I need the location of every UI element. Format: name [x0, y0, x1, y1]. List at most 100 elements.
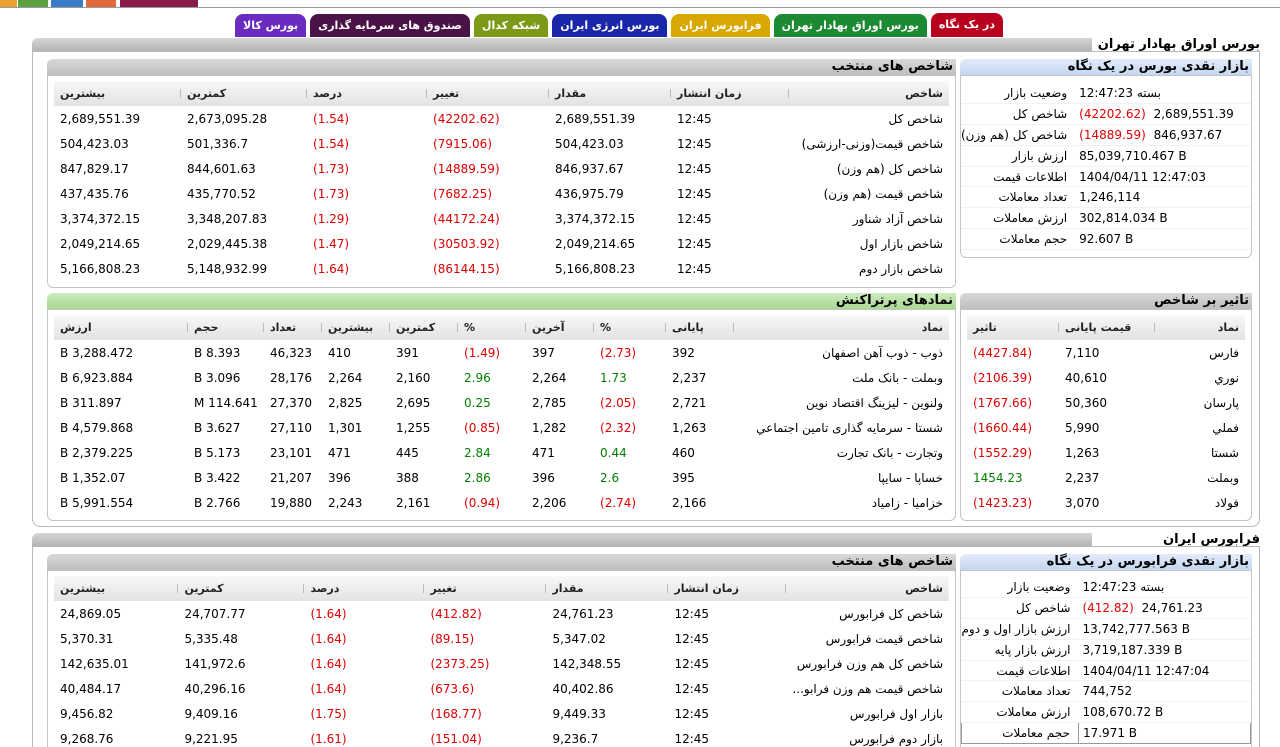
- column-header[interactable]: %: [458, 315, 526, 340]
- index-name[interactable]: شاخص کل هم وزن فرابورس: [796, 656, 943, 671]
- table-row[interactable]: ولنوین - لیزینگ اقتصاد نوین 2,721 (2.05) 2,…: [54, 390, 949, 415]
- last-percent: 2.84: [464, 445, 491, 460]
- tab-kala[interactable]: بورس کالا: [235, 14, 307, 37]
- index-name[interactable]: شاخص قیمت (هم وزن): [823, 186, 943, 201]
- table-row[interactable]: شستا - سرمایه گذاری تامین اجتماعي 1,263 (2…: [54, 415, 949, 440]
- column-header[interactable]: درصد: [307, 81, 427, 106]
- index-name[interactable]: بازار اول فرابورس: [849, 706, 943, 721]
- symbol[interactable]: وبملت: [1207, 470, 1239, 485]
- table-row[interactable]: بازار اول فرابورس 12:45 9,449.33 (168.77) (1…: [54, 701, 949, 726]
- column-header[interactable]: تغییر: [427, 81, 549, 106]
- symbol[interactable]: نوري: [1214, 370, 1239, 385]
- table-row[interactable]: شاخص کل 12:45 2,689,551.39 (42202.62) (1.54)…: [54, 106, 949, 131]
- table-row[interactable]: پارسان 50,360 (1767.66): [967, 390, 1245, 415]
- column-header[interactable]: حجم: [188, 315, 264, 340]
- app-icon[interactable]: [18, 0, 48, 7]
- column-header[interactable]: درصد: [304, 576, 425, 601]
- app-icon[interactable]: [51, 0, 83, 7]
- tab-shekadal[interactable]: شبکه کدال: [473, 14, 549, 37]
- column-header[interactable]: زمان انتشار: [668, 576, 787, 601]
- app-icon[interactable]: [0, 0, 17, 7]
- index-name[interactable]: شاخص بازار اول: [859, 236, 943, 251]
- column-header[interactable]: زمان انتشار: [671, 81, 789, 106]
- table-row[interactable]: وتجارت - بانک تجارت 460 0.44 471 2.84 445 471 2…: [54, 440, 949, 465]
- index-name[interactable]: شاخص كل فرابورس: [839, 606, 943, 621]
- index-name[interactable]: شاخص بازار دوم: [859, 261, 943, 276]
- column-header[interactable]: تعداد: [264, 315, 322, 340]
- index-name[interactable]: شاخص قیمت(وزنی-ارزشی): [801, 136, 943, 151]
- symbol-name[interactable]: ولنوین - لیزینگ اقتصاد نوین: [805, 395, 943, 410]
- column-header[interactable]: نماد: [921, 321, 943, 334]
- column-header[interactable]: تغییر: [424, 576, 547, 601]
- app-icon[interactable]: [86, 0, 116, 7]
- column-header[interactable]: %: [594, 315, 666, 340]
- column-header[interactable]: مقدار: [546, 576, 669, 601]
- column-header[interactable]: پایانی: [666, 315, 734, 340]
- symbol-name[interactable]: وبملت - بانک ملت: [852, 370, 943, 385]
- table-row[interactable]: شاخص بازار دوم 12:45 5,166,808.23 (86144.15…: [54, 256, 949, 281]
- symbol[interactable]: فولاد: [1214, 495, 1239, 510]
- index-min: 2,029,445.38: [187, 236, 268, 251]
- table-row[interactable]: شاخص آزاد شناور 12:45 3,374,372.15 (44172.2…: [54, 206, 949, 231]
- table-row[interactable]: شاخص قيمت فرابورس 12:45 5,347.02 (89.15) (1.…: [54, 626, 949, 651]
- table-row[interactable]: وبملت - بانک ملت 2,237 1.73 2,264 2.96 2,160 2…: [54, 365, 949, 390]
- index-name[interactable]: بازار دوم فرابورس: [849, 731, 943, 746]
- tab-energy[interactable]: بورس انرژی ایران: [552, 14, 668, 37]
- table-row[interactable]: فملي 5,990 (1660.44): [967, 415, 1245, 440]
- column-header[interactable]: بیشترین: [54, 81, 181, 106]
- table-row[interactable]: شاخص قیمت هم وزن فرابو... 12:45 40,402.86 (…: [54, 676, 949, 701]
- table-row[interactable]: شستا 1,263 (1552.29): [967, 440, 1245, 465]
- impact-value: (1423.23): [973, 495, 1032, 510]
- column-header[interactable]: تاثیر: [967, 315, 1059, 340]
- app-icon[interactable]: [120, 0, 198, 7]
- table-row[interactable]: فارس 7,110 (4427.84): [967, 340, 1245, 365]
- column-header[interactable]: کمترین: [390, 315, 458, 340]
- table-row[interactable]: شاخص کل (هم وزن) 12:45 846,937.67 (14889.59…: [54, 156, 949, 181]
- symbol[interactable]: فارس: [1209, 345, 1239, 360]
- column-header[interactable]: ارزش: [54, 315, 188, 340]
- table-row[interactable]: نوري 40,610 (2106.39): [967, 365, 1245, 390]
- column-header[interactable]: نماد: [1217, 321, 1239, 334]
- column-header[interactable]: شاخص: [905, 87, 943, 100]
- symbol[interactable]: شستا: [1210, 445, 1239, 460]
- tab-glance[interactable]: در یک نگاه: [930, 13, 1003, 37]
- table-row[interactable]: ذوب - ذوب آهن اصفهان 392 (2.73) 397 (1.49) 39…: [54, 340, 949, 365]
- index-name[interactable]: شاخص کل: [888, 111, 943, 126]
- index-name[interactable]: شاخص کل (هم وزن): [836, 161, 943, 176]
- index-name[interactable]: شاخص قیمت هم وزن فرابو...: [792, 681, 943, 696]
- table-row[interactable]: شاخص بازار اول 12:45 2,049,214.65 (30503.92…: [54, 231, 949, 256]
- symbol-name[interactable]: وتجارت - بانک تجارت: [836, 445, 943, 460]
- column-header[interactable]: قیمت پایانی: [1059, 315, 1155, 340]
- column-header[interactable]: بیشترین: [322, 315, 390, 340]
- table-row[interactable]: شاخص قیمت (هم وزن) 12:45 436,975.79 (7682.2…: [54, 181, 949, 206]
- symbol[interactable]: فملي: [1212, 420, 1239, 435]
- symbol-name[interactable]: خزامیا - زامیاد: [871, 495, 943, 510]
- tab-ifb[interactable]: فرابورس ایران: [671, 14, 770, 37]
- symbol-name[interactable]: شستا - سرمایه گذاری تامین اجتماعي: [756, 420, 943, 435]
- table-row[interactable]: شاخص قیمت(وزنی-ارزشی) 12:45 504,423.03 (791…: [54, 131, 949, 156]
- index-name[interactable]: شاخص آزاد شناور: [852, 211, 943, 226]
- tab-tse[interactable]: بورس اوراق بهادار تهران: [773, 14, 927, 37]
- column-header[interactable]: کمترین: [181, 81, 307, 106]
- table-row[interactable]: خزامیا - زامیاد 2,166 (2.74) 2,206 (0.94) 2,1…: [54, 490, 949, 515]
- symbol[interactable]: پارسان: [1203, 395, 1239, 410]
- index-percent: (1.29): [313, 211, 350, 226]
- table-row[interactable]: بازار دوم فرابورس 12:45 9,236.7 (151.04) (1.…: [54, 726, 949, 747]
- table-row[interactable]: شاخص کل هم وزن فرابورس 12:45 142,348.55 (23…: [54, 651, 949, 676]
- table-row[interactable]: وبملت 2,237 1454.23: [967, 465, 1245, 490]
- tab-funds[interactable]: صندوق های سرمایه گذاری: [310, 14, 470, 37]
- symbol-name[interactable]: ذوب - ذوب آهن اصفهان: [822, 345, 943, 360]
- index-value: 846,937.67: [555, 161, 624, 176]
- column-header[interactable]: کمترین: [178, 576, 305, 601]
- index-name[interactable]: شاخص قيمت فرابورس: [825, 631, 943, 646]
- table-row[interactable]: فولاد 3,070 (1423.23): [967, 490, 1245, 515]
- overview-value: بسته 12:47:23: [1078, 577, 1251, 599]
- table-row[interactable]: شاخص كل فرابورس 12:45 24,761.23 (412.82) (1.…: [54, 601, 949, 626]
- overview-label: اطلاعات قیمت: [961, 660, 1079, 682]
- symbol-name[interactable]: خساپا - سایپا: [877, 470, 943, 485]
- table-row[interactable]: خساپا - سایپا 395 2.6 396 2.86 388 396 21,207 3.…: [54, 465, 949, 490]
- column-header[interactable]: بیشترین: [54, 576, 179, 601]
- column-header[interactable]: آخرین: [526, 315, 594, 340]
- column-header[interactable]: شاخص: [905, 582, 943, 595]
- column-header[interactable]: مقدار: [549, 81, 671, 106]
